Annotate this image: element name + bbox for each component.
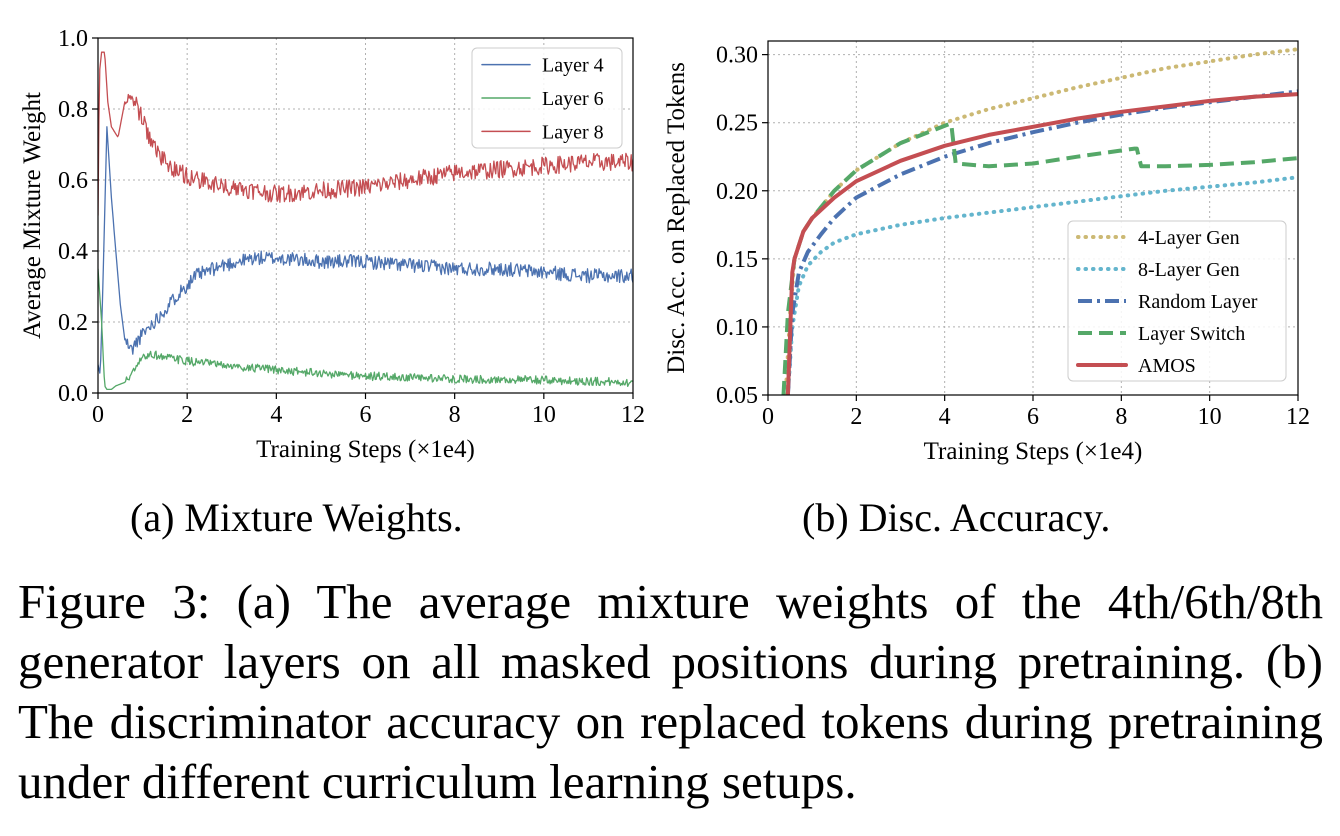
mixture-weights-chart: 0 2 4 6 8 10 12 0.0 0.2 0.4 0.6 0.8 1.0 Training Step… [19,26,645,463]
figure-caption: Figure 3: (a) The average mixture weight… [18,574,1323,809]
accuracy-y-tick-label: 0.30 [716,43,758,69]
mixture-x-tick-label: 6 [360,402,372,428]
accuracy-x-tick-label: 8 [1115,404,1127,430]
mixture-x-tick-label: 12 [621,402,645,428]
accuracy-x-tick-label: 10 [1198,404,1222,430]
accuracy-line-8-layer-gen [785,175,1298,395]
accuracy-line-random-layer [785,89,1298,395]
accuracy-x-axis-label: Training Steps (×1e4) [924,438,1143,465]
accuracy-y-tick-label: 0.25 [716,111,758,137]
mixture-y-tick-label: 1.0 [58,26,88,52]
subcaption-b: (b) Disc. Accuracy. [802,495,1111,540]
mixture-x-tick-label: 4 [270,402,282,428]
accuracy-x-tick-label: 2 [850,404,862,430]
disc-accuracy-chart: 0 2 4 6 8 10 12 0.05 0.10 0.15 0.20 0.25 0.30 Trainin… [663,40,1310,465]
accuracy-legend-label-random-layer: Random Layer [1138,291,1258,313]
mixture-legend-label-layer-8: Layer 8 [542,121,604,143]
mixture-y-axis-label: Average Mixture Weight [19,92,46,339]
subcaption-a: (a) Mixture Weights. [130,495,463,540]
accuracy-y-tick-label: 0.10 [716,315,758,341]
mixture-legend-label-layer-6: Layer 6 [542,88,604,110]
mixture-x-tick-label: 10 [532,402,556,428]
mixture-x-tick-label: 8 [449,402,461,428]
accuracy-x-tick-label: 6 [1027,404,1039,430]
mixture-y-tick-label: 0.4 [58,239,88,265]
accuracy-x-tick-label: 12 [1286,404,1310,430]
mixture-x-tick-label: 0 [92,402,104,428]
accuracy-y-tick-label: 0.05 [716,383,758,409]
mixture-series-group [98,51,633,391]
mixture-line-layer-6 [98,268,633,391]
accuracy-line-amos [785,92,1298,395]
accuracy-y-axis-label: Disc. Acc. on Replaced Tokens [663,62,690,374]
mixture-legend-label-layer-4: Layer 4 [542,55,604,77]
mixture-x-tick-label: 2 [181,402,193,428]
accuracy-legend-label-8-layer-gen: 8-Layer Gen [1138,259,1240,281]
accuracy-legend-label-4-layer-gen: 4-Layer Gen [1138,227,1240,249]
mixture-y-tick-label: 0.2 [58,310,88,336]
accuracy-series-group [781,47,1298,395]
mixture-y-tick-label: 0.8 [58,97,88,123]
accuracy-x-tick-label: 0 [762,404,774,430]
mixture-x-axis-label: Training Steps (×1e4) [256,436,475,463]
mixture-legend-box [471,47,623,149]
mixture-line-layer-8 [98,51,633,216]
accuracy-y-tick-label: 0.20 [716,179,758,205]
accuracy-legend-label-amos: AMOS [1138,355,1196,377]
accuracy-legend-box [1067,220,1287,382]
mixture-line-layer-4 [98,126,633,374]
mixture-y-tick-label: 0.0 [58,381,88,407]
mixture-y-tick-label: 0.6 [58,168,88,194]
accuracy-x-tick-label: 4 [939,404,951,430]
accuracy-y-tick-label: 0.15 [716,247,758,273]
accuracy-legend-label-layer-switch: Layer Switch [1138,323,1245,345]
